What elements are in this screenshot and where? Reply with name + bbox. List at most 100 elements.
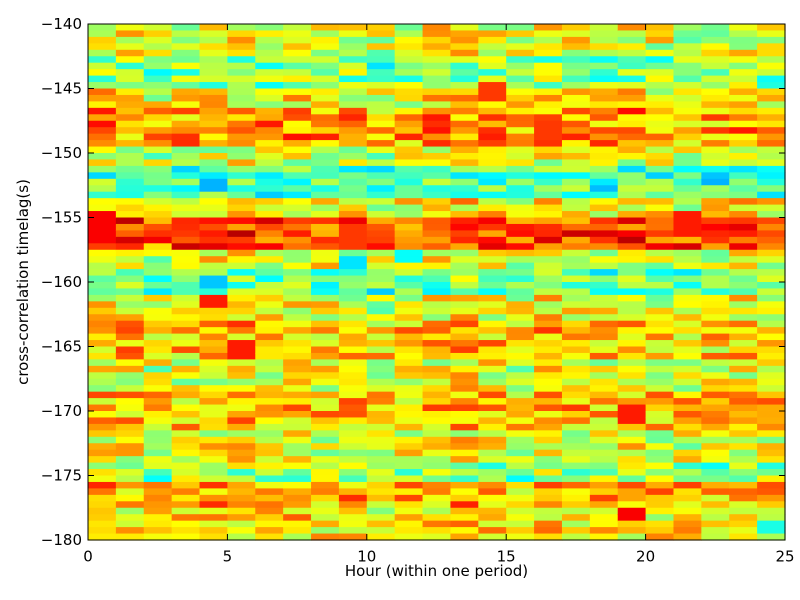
heatmap-cell <box>729 488 758 496</box>
heatmap-cell <box>283 217 312 225</box>
heatmap-cell <box>171 69 201 77</box>
heatmap-cell <box>534 449 563 457</box>
heatmap-cell <box>199 436 228 444</box>
heatmap-cell <box>645 243 675 251</box>
heatmap-cell <box>199 204 228 212</box>
heatmap-cell <box>255 481 284 489</box>
heatmap-cell <box>199 198 228 206</box>
heatmap-cell <box>171 391 201 399</box>
heatmap-cell <box>589 211 619 219</box>
heatmap-cell <box>561 443 591 451</box>
heatmap-cell <box>729 475 758 483</box>
heatmap-cell <box>478 30 507 38</box>
heatmap-cell <box>338 120 368 128</box>
heatmap-cell <box>617 352 647 360</box>
heatmap-cell <box>589 430 619 438</box>
heatmap-cell <box>645 69 675 77</box>
tick-label: −180 <box>41 531 82 549</box>
heatmap-cell <box>645 320 675 328</box>
heatmap-cell <box>143 282 173 290</box>
heatmap-cell <box>311 481 340 489</box>
heatmap-cell <box>450 372 479 380</box>
heatmap-cell <box>450 378 479 386</box>
heatmap-cell <box>561 198 591 206</box>
heatmap-cell <box>478 423 507 431</box>
heatmap-cell <box>534 198 563 206</box>
heatmap-cell <box>171 49 201 57</box>
heatmap-cell <box>506 178 535 186</box>
heatmap-cell <box>338 243 368 251</box>
heatmap-cell <box>227 430 256 438</box>
heatmap-cell <box>506 114 535 122</box>
heatmap-cell <box>199 49 228 57</box>
heatmap-cell <box>366 359 396 367</box>
heatmap-cell <box>88 24 117 32</box>
heatmap-cell <box>199 36 228 44</box>
heatmap-cell <box>561 494 591 502</box>
heatmap-cell <box>534 217 563 225</box>
heatmap-cell <box>394 30 424 38</box>
heatmap-cell <box>311 462 340 470</box>
heatmap-cell <box>645 159 675 167</box>
heatmap-cell <box>338 456 368 464</box>
heatmap-cell <box>701 282 730 290</box>
heatmap-cell <box>478 49 507 57</box>
heatmap-cell <box>729 314 758 322</box>
heatmap-cell <box>227 178 256 186</box>
heatmap-cell <box>366 327 396 335</box>
heatmap-cell <box>450 49 479 57</box>
heatmap-cell <box>450 385 479 393</box>
heatmap-cell <box>255 352 284 360</box>
heatmap-cell <box>283 101 312 109</box>
heatmap-cell <box>422 520 452 528</box>
heatmap-cell <box>589 359 619 367</box>
heatmap-cell <box>478 256 507 264</box>
heatmap-cell <box>255 243 284 251</box>
heatmap-cell <box>394 262 424 270</box>
heatmap-cell <box>338 520 368 528</box>
heatmap-cell <box>561 30 591 38</box>
heatmap-cell <box>450 346 479 354</box>
heatmap-cell <box>394 378 424 386</box>
heatmap-cell <box>617 75 647 83</box>
heatmap-cell <box>88 469 117 477</box>
heatmap-cell <box>729 507 758 515</box>
heatmap-cell <box>338 101 368 109</box>
heatmap-cell <box>617 204 647 212</box>
heatmap-cell <box>450 69 479 77</box>
heatmap-cell <box>227 256 256 264</box>
heatmap-cell <box>311 88 340 96</box>
heatmap-cell <box>589 146 619 154</box>
heatmap-cell <box>88 307 117 315</box>
heatmap-cell <box>673 275 702 283</box>
heatmap-cell <box>561 159 591 167</box>
heatmap-cell <box>255 236 284 244</box>
heatmap-cell <box>88 417 117 425</box>
heatmap-cell <box>757 352 786 360</box>
heatmap-cell <box>534 82 563 90</box>
heatmap-cell <box>729 469 758 477</box>
heatmap-cell <box>88 159 117 167</box>
heatmap-cell <box>701 198 730 206</box>
heatmap-cell <box>506 24 535 32</box>
heatmap-cell <box>617 359 647 367</box>
heatmap-cell <box>171 411 201 419</box>
heatmap-cell <box>506 514 535 522</box>
heatmap-cell <box>199 165 228 173</box>
heatmap-cell <box>366 101 396 109</box>
heatmap-cell <box>394 178 424 186</box>
heatmap-cell <box>366 307 396 315</box>
heatmap-cell <box>506 346 535 354</box>
heatmap-cell <box>394 249 424 257</box>
heatmap-cell <box>338 165 368 173</box>
heatmap-cell <box>589 24 619 32</box>
heatmap-cell <box>450 301 479 309</box>
heatmap-cell <box>450 256 479 264</box>
heatmap-cell <box>701 352 730 360</box>
heatmap-cell <box>227 436 256 444</box>
heatmap-cell <box>589 256 619 264</box>
tick-label: −145 <box>41 80 82 98</box>
heatmap-cell <box>366 443 396 451</box>
heatmap-cell <box>645 223 675 231</box>
heatmap-cell <box>561 75 591 83</box>
